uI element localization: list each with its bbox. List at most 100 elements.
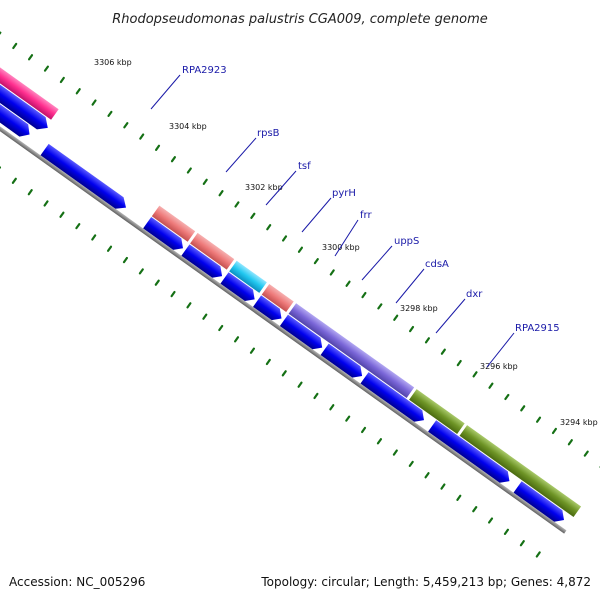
cds-arrow [181, 244, 223, 278]
cog-bar-purple [288, 303, 415, 398]
tick-dot [440, 348, 446, 355]
tick-dot [456, 494, 462, 501]
tick-dot [12, 42, 18, 50]
cog-bar-salmon [261, 284, 294, 313]
tick-dot [249, 347, 255, 354]
cds-arrow [0, 61, 48, 130]
scale-tick-label: 3294 kbp [560, 418, 598, 427]
leader-line [225, 137, 257, 173]
tick-dot [250, 212, 256, 219]
scale-tick-label: 3304 kbp [169, 122, 207, 131]
tick-dot [345, 280, 351, 287]
tick-dot [297, 381, 303, 388]
cog-bar-pink [0, 49, 59, 120]
tick-dot [503, 528, 509, 536]
tick-dot [424, 337, 430, 344]
tick-dot [122, 256, 129, 264]
leader-line [435, 298, 466, 334]
cds-arrow [279, 314, 323, 350]
tick-dot [28, 54, 34, 61]
tick-dot [520, 405, 526, 412]
tick-dot [376, 438, 382, 445]
genome-summary: Topology: circular; Length: 5,459,213 bp… [260, 575, 591, 589]
tick-dot [535, 551, 541, 558]
tick-dot [59, 211, 65, 218]
tick-dot [11, 177, 17, 184]
leader-line [361, 245, 393, 281]
cog-bar-olive [409, 389, 465, 434]
tick-dot [234, 336, 240, 343]
tick-dot [488, 382, 494, 389]
tick-dot [408, 460, 414, 467]
tick-dot [345, 415, 351, 422]
tick-dot [138, 268, 144, 275]
accession-label: Accession: NC_005296 [9, 575, 145, 589]
cog-bar-salmon [151, 205, 196, 242]
gene-label: rpsB [257, 128, 280, 139]
tick-dot [43, 65, 50, 72]
tick-dot [377, 303, 383, 310]
scale-tick-label: 3306 kbp [94, 58, 132, 67]
leader-line [265, 170, 297, 206]
tick-dot [186, 302, 192, 309]
cog-bar-salmon [190, 232, 235, 270]
gene-label: pyrH [332, 188, 356, 199]
tick-dot [218, 324, 224, 332]
gene-label: uppS [394, 236, 419, 247]
tick-dot [329, 404, 335, 411]
scale-tick-label: 3296 kbp [480, 362, 518, 371]
backbone-line [0, 89, 567, 534]
gene-label: dxr [466, 289, 483, 300]
gene-label: cdsA [425, 259, 449, 270]
leader-line [334, 219, 359, 257]
leader-line [395, 268, 425, 304]
cog-bar-cyan [229, 260, 267, 293]
gene-leaders [150, 74, 515, 368]
tick-dot [266, 224, 272, 231]
cds-arrow [220, 272, 255, 302]
tick-dot [107, 110, 113, 118]
scale-tick-label: 3298 kbp [400, 304, 438, 313]
tick-dot [519, 539, 525, 547]
leader-line [486, 332, 515, 368]
cds-arrow [428, 420, 510, 483]
scale-tick-label: 3302 kbp [245, 183, 283, 192]
tick-dot [567, 439, 573, 446]
tick-dot [202, 313, 208, 320]
tick-dot [91, 234, 97, 241]
tick-dot [440, 483, 446, 490]
cds-arrow [143, 217, 183, 250]
cds-arrow [360, 372, 424, 422]
tick-dot [409, 325, 415, 333]
cds-arrow-upper [0, 74, 30, 137]
gene-label: RPA2915 [515, 323, 560, 334]
tick-dot [488, 517, 494, 524]
tick-dot [170, 156, 176, 163]
tick-dot [170, 290, 176, 298]
tick-dot [123, 122, 129, 129]
cog-bar-olive [459, 425, 582, 518]
cds-arrow [253, 295, 282, 321]
tick-dot [472, 371, 478, 378]
tick-dot [361, 291, 367, 299]
tick-dot [281, 370, 287, 377]
leader-line [301, 197, 332, 233]
tick-dot [313, 392, 319, 400]
tick-dot [535, 416, 542, 423]
tick-dot [91, 99, 97, 106]
tick-dot [472, 506, 478, 513]
gene-label: RPA2923 [182, 65, 227, 76]
tick-dot [265, 358, 271, 366]
cds-arrow [320, 343, 363, 378]
tick-dot [583, 450, 589, 457]
tick-dot [297, 246, 303, 253]
tick-dot [551, 427, 558, 435]
tick-dot [234, 201, 240, 208]
tick-dot [329, 269, 335, 276]
tick-dot [27, 189, 33, 196]
tick-dot [393, 314, 399, 321]
leader-line [150, 74, 181, 110]
tick-dot [155, 144, 161, 151]
gene-label: tsf [298, 161, 311, 172]
